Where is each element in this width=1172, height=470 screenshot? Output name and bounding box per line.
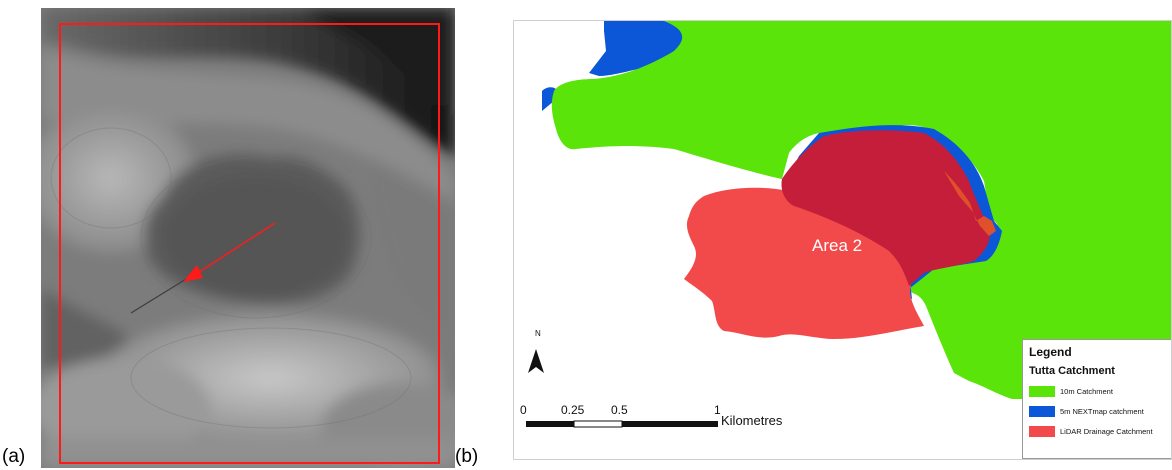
nextmap-catchment-area bbox=[542, 21, 719, 111]
area-2-label: Area 2 bbox=[812, 236, 863, 255]
scale-tick-025: 0.25 bbox=[561, 403, 585, 417]
scale-unit-label: Kilometres bbox=[721, 413, 783, 428]
map-legend: Legend Tutta Catchment 10m Catchment 5m … bbox=[1022, 339, 1171, 459]
legend-label: 5m NEXTmap catchment bbox=[1060, 406, 1144, 416]
catchment-map-panel: Area 2 N 0 0.25 0.5 1 Kilometres Legend … bbox=[513, 20, 1172, 460]
legend-item-lidar: LiDAR Drainage Catchment bbox=[1029, 425, 1153, 437]
legend-swatch-blue bbox=[1029, 405, 1055, 417]
legend-subtitle: Tutta Catchment bbox=[1029, 365, 1115, 377]
legend-swatch-green bbox=[1029, 385, 1055, 397]
catchment-map bbox=[526, 21, 1171, 428]
scale-tick-05: 0.5 bbox=[611, 403, 628, 417]
legend-label: 10m Catchment bbox=[1060, 386, 1113, 396]
ten-m-catchment-area bbox=[551, 21, 1171, 399]
legend-item-5m: 5m NEXTmap catchment bbox=[1029, 405, 1144, 417]
north-label: N bbox=[535, 329, 541, 338]
legend-swatch-red bbox=[1029, 425, 1055, 437]
flow-arrow bbox=[183, 222, 276, 282]
study-area-frame bbox=[59, 23, 440, 464]
legend-label: LiDAR Drainage Catchment bbox=[1060, 426, 1153, 436]
dem-image bbox=[41, 8, 455, 468]
legend-title: Legend bbox=[1029, 345, 1072, 359]
panel-label-a: (a) bbox=[2, 446, 26, 467]
overlap-area bbox=[781, 130, 990, 286]
legend-item-10m: 10m Catchment bbox=[1029, 385, 1113, 397]
panel-label-b: (b) bbox=[455, 446, 479, 467]
north-arrow bbox=[528, 349, 544, 373]
dem-panel bbox=[41, 8, 455, 468]
scale-tick-0: 0 bbox=[520, 403, 527, 417]
scale-bar bbox=[526, 420, 718, 428]
scale-tick-1: 1 bbox=[714, 403, 721, 417]
